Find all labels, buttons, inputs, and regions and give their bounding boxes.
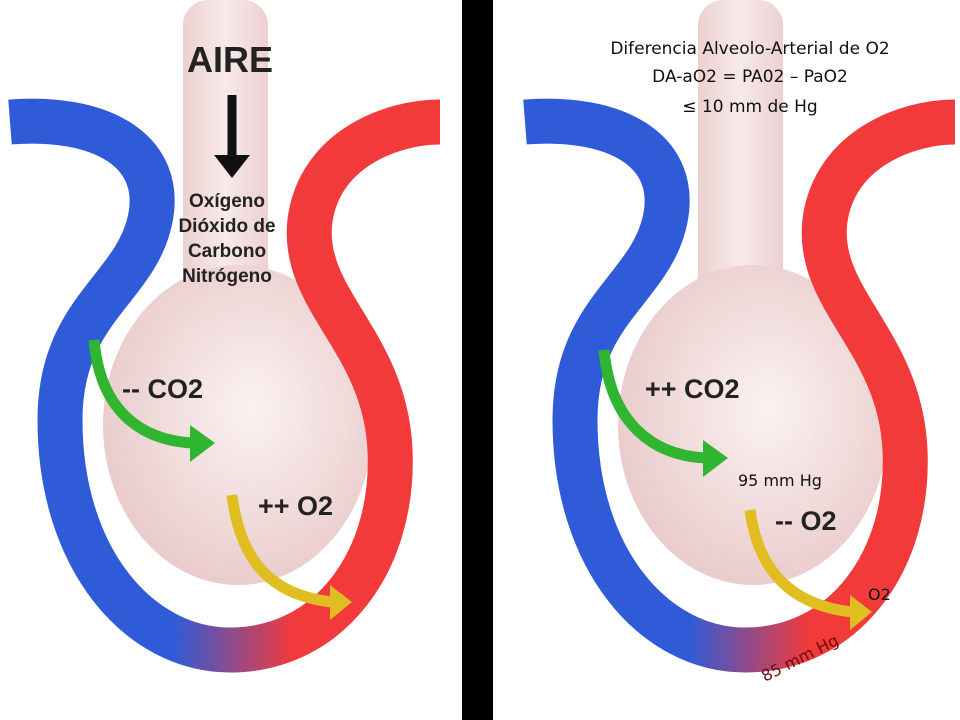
- gas: Nitrógeno: [182, 266, 272, 287]
- co2-arrow: [88, 339, 193, 449]
- co2-arrow-head: [703, 440, 728, 477]
- right-panel: Diferencia Alveolo-Arterial de O2 DA-aO2…: [525, 0, 955, 686]
- co2-arrow: [598, 349, 706, 464]
- aire-label: AIRE: [187, 39, 273, 80]
- gas: Oxígeno: [189, 191, 265, 212]
- air-arrow-head: [214, 155, 250, 178]
- o2-label: ++ O2: [258, 491, 333, 521]
- o2-arrow-head: [330, 585, 352, 620]
- co2-label: ++ CO2: [645, 374, 740, 404]
- title-line: DA-aO2 = PA02 – PaO2: [652, 67, 848, 87]
- alveolus-vessel: [10, 0, 440, 650]
- left-panel: AIRE Oxígeno Dióxido de Carbono Nitrógen…: [10, 0, 440, 650]
- o2-arrow-head: [850, 595, 872, 630]
- o2-arrow: [744, 509, 853, 618]
- title-line: Diferencia Alveolo-Arterial de O2: [610, 39, 889, 59]
- gas: Dióxido de: [178, 216, 275, 237]
- o2-mark: O2: [868, 585, 891, 604]
- co2-label: -- CO2: [122, 374, 203, 404]
- o2-arrow: [226, 494, 333, 608]
- title-line: ≤ 10 mm de Hg: [682, 97, 817, 117]
- gas: Carbono: [188, 241, 266, 262]
- o2-label: -- O2: [775, 506, 837, 536]
- co2-arrow-head: [190, 425, 215, 462]
- divider: [462, 0, 493, 720]
- alveolar-pressure: 95 mm Hg: [738, 471, 822, 490]
